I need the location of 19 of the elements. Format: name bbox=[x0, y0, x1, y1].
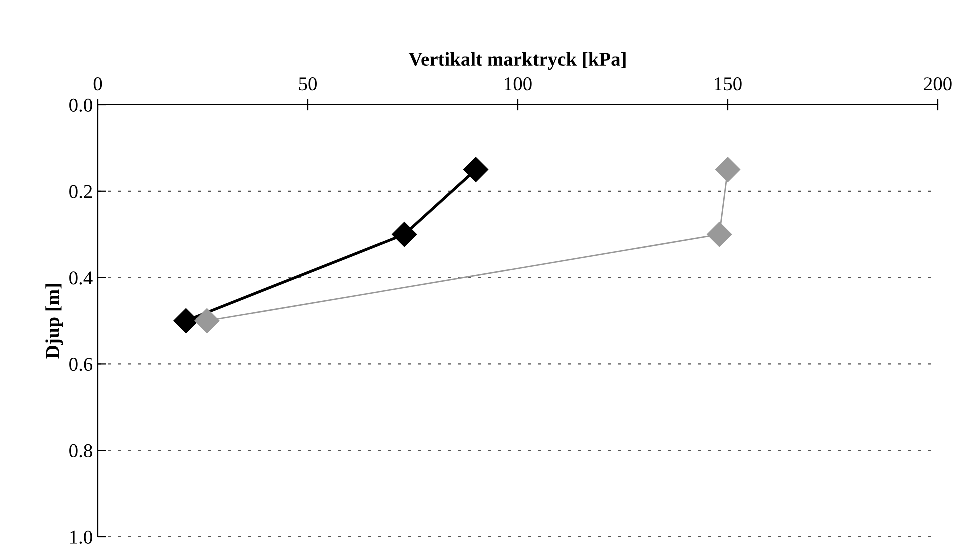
point bbox=[194, 308, 220, 334]
point bbox=[174, 308, 199, 334]
y-tick-label: 1.0 bbox=[70, 530, 92, 544]
x-tick-label: 0 bbox=[94, 78, 102, 91]
point bbox=[464, 157, 488, 182]
x-tick-label: 200 bbox=[924, 78, 952, 91]
point bbox=[392, 222, 418, 248]
x-tick-label: 50 bbox=[299, 78, 317, 91]
x-axis-title: Vertikalt marktryck [kPa] bbox=[408, 52, 626, 70]
y-tick-label: 0.6 bbox=[70, 358, 93, 372]
point bbox=[707, 222, 732, 248]
y-tick-label: 0.4 bbox=[70, 272, 93, 285]
y-tick-label: 0.2 bbox=[70, 185, 92, 198]
y-tick-label: 0.8 bbox=[70, 444, 92, 458]
point bbox=[716, 157, 740, 182]
x-tick-label: 150 bbox=[715, 78, 742, 91]
x-tick-label: 100 bbox=[505, 78, 532, 91]
y-tick-label: 0.0 bbox=[70, 98, 92, 112]
y-axis-title: Djup [m] bbox=[46, 284, 64, 359]
